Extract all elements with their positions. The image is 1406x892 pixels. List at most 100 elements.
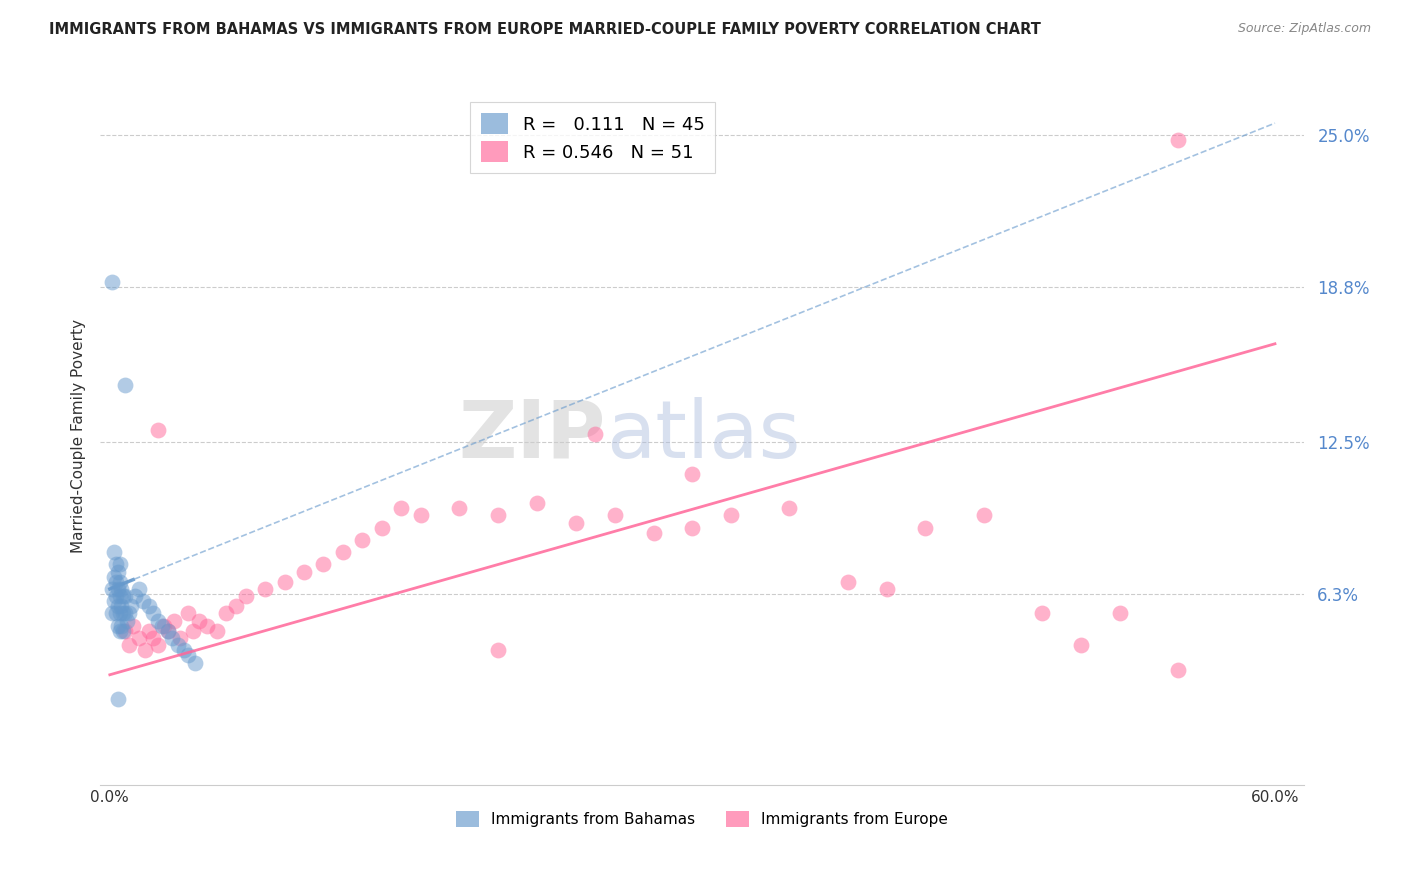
Point (142, 607, 165, 621)
Point (332, 545, 354, 559)
Point (215, 607, 238, 621)
Point (128, 631, 150, 645)
Point (118, 607, 141, 621)
Point (110, 618, 132, 632)
Text: IMMIGRANTS FROM BAHAMAS VS IMMIGRANTS FROM EUROPE MARRIED-COUPLE FAMILY POVERTY : IMMIGRANTS FROM BAHAMAS VS IMMIGRANTS FR… (49, 22, 1040, 37)
Point (122, 618, 145, 632)
Point (583, 427, 606, 442)
Point (1031, 607, 1053, 621)
Point (101, 582, 124, 596)
Point (124, 590, 146, 604)
Text: Source: ZipAtlas.com: Source: ZipAtlas.com (1237, 22, 1371, 36)
Point (643, 525, 665, 540)
Point (973, 508, 995, 523)
Point (1167, 133, 1189, 147)
Point (837, 574, 859, 589)
Point (183, 624, 205, 638)
Point (163, 614, 186, 628)
Point (107, 618, 129, 632)
Legend: Immigrants from Bahamas, Immigrants from Europe: Immigrants from Bahamas, Immigrants from… (450, 805, 955, 833)
Point (114, 624, 136, 638)
Point (779, 501, 801, 516)
Point (110, 599, 132, 614)
Point (1070, 638, 1092, 652)
Point (114, 378, 136, 392)
Point (107, 692, 129, 706)
Point (876, 582, 898, 596)
Point (914, 521, 936, 535)
Text: ZIP: ZIP (458, 397, 606, 475)
Point (176, 648, 198, 662)
Point (112, 607, 135, 621)
Point (720, 508, 742, 523)
Point (128, 582, 150, 596)
Point (108, 574, 131, 589)
Point (142, 631, 165, 645)
Point (104, 558, 127, 572)
Point (188, 614, 211, 628)
Point (148, 423, 170, 437)
Point (104, 590, 127, 604)
Point (176, 607, 198, 621)
Point (370, 521, 392, 535)
Point (681, 467, 703, 481)
Point (107, 599, 129, 614)
Point (117, 614, 139, 628)
Point (205, 624, 228, 638)
Point (110, 582, 132, 596)
Point (101, 276, 124, 290)
Point (120, 599, 142, 614)
Point (107, 582, 129, 596)
Point (157, 624, 180, 638)
Point (681, 521, 703, 535)
Point (132, 594, 155, 608)
Point (138, 599, 160, 614)
Point (112, 590, 135, 604)
Point (312, 558, 335, 572)
Point (103, 594, 125, 608)
Point (486, 643, 509, 657)
Point (108, 607, 131, 621)
Point (148, 614, 170, 628)
Point (103, 570, 125, 584)
Y-axis label: Married-Couple Family Poverty: Married-Couple Family Poverty (72, 318, 86, 553)
Point (108, 558, 131, 572)
Point (254, 582, 277, 596)
Point (114, 607, 136, 621)
Point (1108, 607, 1130, 621)
Point (112, 624, 135, 638)
Point (292, 565, 315, 579)
Point (449, 501, 471, 516)
Point (157, 624, 180, 638)
Point (352, 533, 374, 547)
Point (138, 624, 160, 638)
Point (166, 638, 188, 652)
Point (1167, 663, 1189, 677)
Point (118, 638, 141, 652)
Text: atlas: atlas (606, 397, 800, 475)
Point (169, 631, 191, 645)
Point (526, 496, 548, 510)
Point (409, 508, 432, 523)
Point (114, 590, 136, 604)
Point (148, 638, 170, 652)
Point (195, 618, 218, 632)
Point (108, 590, 131, 604)
Point (103, 545, 125, 559)
Point (107, 565, 129, 579)
Point (150, 618, 173, 632)
Point (173, 643, 195, 657)
Point (153, 618, 176, 632)
Point (134, 643, 156, 657)
Point (486, 508, 509, 523)
Point (108, 624, 131, 638)
Point (603, 508, 626, 523)
Point (565, 516, 588, 530)
Point (104, 607, 127, 621)
Point (273, 574, 295, 589)
Point (101, 607, 124, 621)
Point (235, 590, 257, 604)
Point (160, 631, 183, 645)
Point (104, 574, 127, 589)
Point (225, 599, 247, 614)
